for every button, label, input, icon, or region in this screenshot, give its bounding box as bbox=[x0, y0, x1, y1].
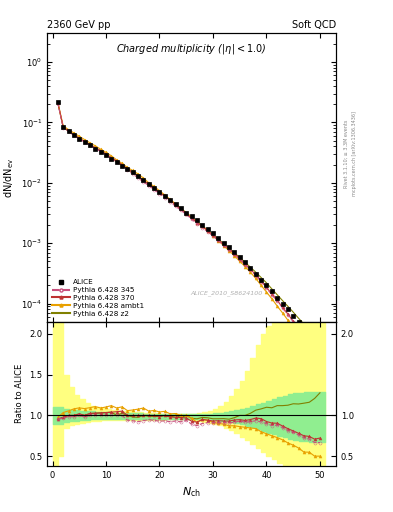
Text: Charged multiplicity ($|\eta| < 1.0$): Charged multiplicity ($|\eta| < 1.0$) bbox=[116, 42, 267, 56]
Text: Soft QCD: Soft QCD bbox=[292, 19, 336, 30]
Y-axis label: dN/dN$_\mathrm{ev}$: dN/dN$_\mathrm{ev}$ bbox=[2, 157, 16, 198]
Y-axis label: Ratio to ALICE: Ratio to ALICE bbox=[15, 364, 24, 423]
Text: 2360 GeV pp: 2360 GeV pp bbox=[47, 19, 111, 30]
Text: Rivet 3.1.10; ≥ 3.3M events: Rivet 3.1.10; ≥ 3.3M events bbox=[344, 119, 349, 188]
Text: ALICE_2010_S8624100: ALICE_2010_S8624100 bbox=[190, 290, 263, 296]
Legend: ALICE, Pythia 6.428 345, Pythia 6.428 370, Pythia 6.428 ambt1, Pythia 6.428 z2: ALICE, Pythia 6.428 345, Pythia 6.428 37… bbox=[51, 278, 146, 318]
Text: mcplots.cern.ch [arXiv:1306.3436]: mcplots.cern.ch [arXiv:1306.3436] bbox=[352, 111, 357, 196]
X-axis label: $N_{\mathrm{ch}}$: $N_{\mathrm{ch}}$ bbox=[182, 485, 201, 499]
